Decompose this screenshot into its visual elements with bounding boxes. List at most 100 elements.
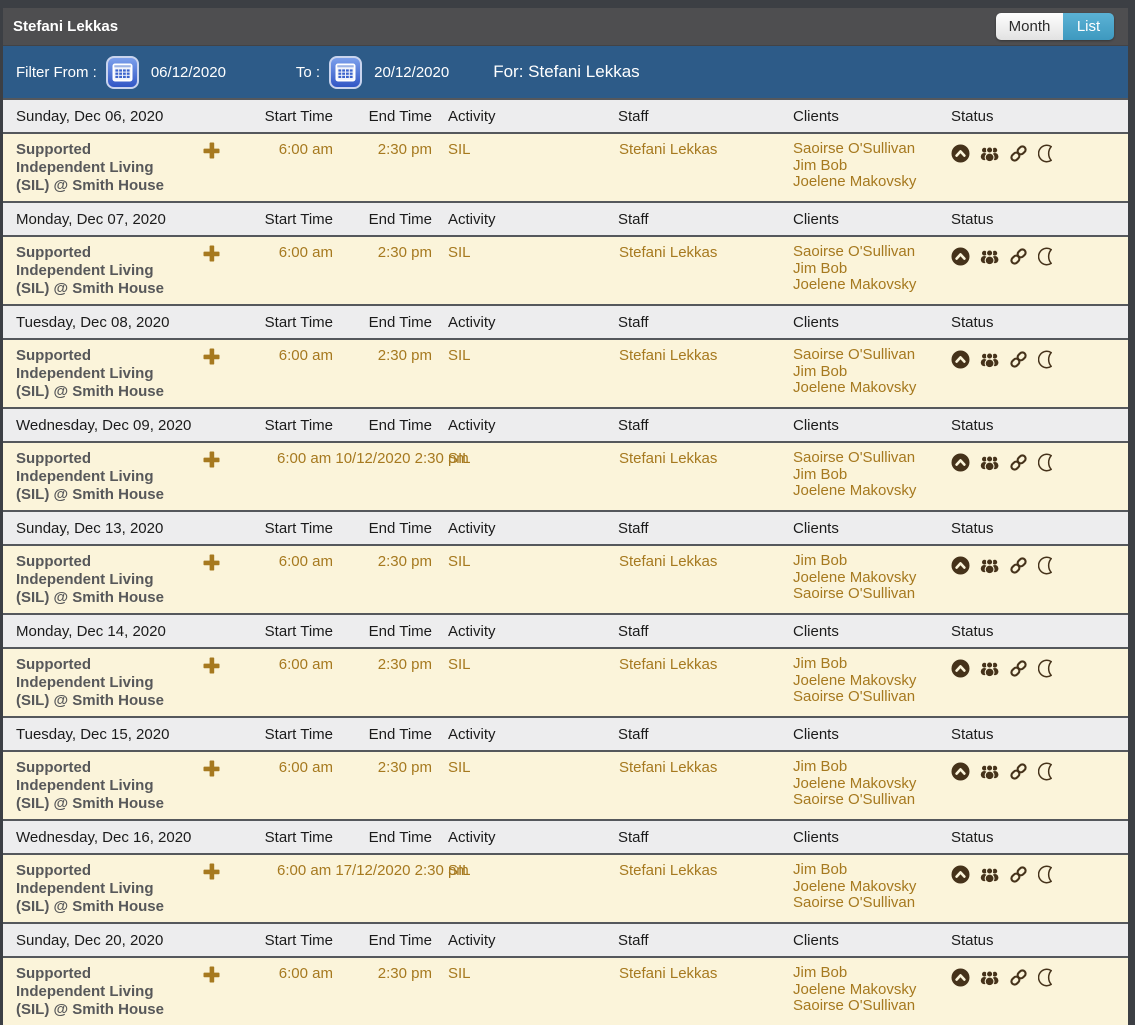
shift-staff[interactable]: Stefani Lekkas — [619, 141, 718, 158]
users-group-icon[interactable] — [980, 350, 999, 369]
client-name[interactable]: Jim Bob — [793, 156, 848, 174]
circle-chevron-up-icon[interactable] — [951, 453, 970, 472]
client-name[interactable]: Joelene Makovsky — [793, 774, 917, 792]
client-name[interactable]: Joelene Makovsky — [793, 379, 917, 396]
day-date-label: Sunday, Dec 20, 2020 — [16, 931, 164, 949]
shift-activity: SIL — [448, 965, 471, 982]
client-name[interactable]: Joelene Makovsky — [793, 671, 917, 689]
list-view-button[interactable]: List — [1063, 13, 1114, 40]
circle-chevron-up-icon[interactable] — [951, 762, 970, 781]
users-group-icon[interactable] — [980, 453, 999, 472]
client-name[interactable]: Saoirse O'Sullivan — [793, 346, 916, 363]
circle-chevron-up-icon[interactable] — [951, 350, 970, 369]
client-name[interactable]: Jim Bob — [793, 861, 848, 878]
client-name[interactable]: Saoirse O'Sullivan — [793, 585, 916, 602]
circle-chevron-up-icon[interactable] — [951, 968, 970, 987]
chain-link-icon[interactable] — [1009, 556, 1028, 575]
circle-chevron-up-icon[interactable] — [951, 144, 970, 163]
shift-title[interactable]: Supported Independent Living (SIL) @ Smi… — [16, 450, 164, 503]
client-name[interactable]: Jim Bob — [793, 552, 848, 569]
day-section: Wednesday, Dec 09, 2020 Start Time End T… — [3, 407, 1128, 510]
day-header-row: Tuesday, Dec 08, 2020 Start Time End Tim… — [3, 304, 1128, 338]
chain-link-icon[interactable] — [1009, 762, 1028, 781]
client-name[interactable]: Saoirse O'Sullivan — [793, 791, 916, 808]
shift-staff[interactable]: Stefani Lekkas — [619, 244, 718, 261]
filter-to-date[interactable]: 20/12/2020 — [374, 63, 450, 81]
client-name[interactable]: Saoirse O'Sullivan — [793, 243, 916, 260]
plus-icon[interactable] — [203, 554, 220, 571]
plus-icon[interactable] — [203, 863, 220, 880]
plus-icon[interactable] — [203, 348, 220, 365]
client-name[interactable]: Joelene Makovsky — [793, 173, 917, 190]
client-name[interactable]: Saoirse O'Sullivan — [793, 997, 916, 1014]
shift-staff[interactable]: Stefani Lekkas — [619, 965, 718, 982]
column-staff: Staff — [618, 725, 649, 743]
shift-row: Supported Independent Living (SIL) @ Smi… — [3, 647, 1128, 716]
users-group-icon[interactable] — [980, 144, 999, 163]
chain-link-icon[interactable] — [1009, 453, 1028, 472]
day-section: Sunday, Dec 20, 2020 Start Time End Time… — [3, 922, 1128, 1025]
client-name[interactable]: Saoirse O'Sullivan — [793, 140, 916, 157]
shift-title[interactable]: Supported Independent Living (SIL) @ Smi… — [16, 759, 164, 812]
users-group-icon[interactable] — [980, 659, 999, 678]
client-name[interactable]: Joelene Makovsky — [793, 482, 917, 499]
from-date-calendar-icon[interactable] — [105, 55, 139, 89]
filter-from-date[interactable]: 06/12/2020 — [150, 63, 226, 81]
client-name[interactable]: Jim Bob — [793, 655, 848, 672]
chain-link-icon[interactable] — [1009, 350, 1028, 369]
shift-staff[interactable]: Stefani Lekkas — [619, 862, 718, 879]
chain-link-icon[interactable] — [1009, 968, 1028, 987]
users-group-icon[interactable] — [980, 762, 999, 781]
shift-staff[interactable]: Stefani Lekkas — [619, 450, 718, 467]
plus-icon[interactable] — [203, 657, 220, 674]
client-name[interactable]: Jim Bob — [793, 465, 848, 483]
shift-title[interactable]: Supported Independent Living (SIL) @ Smi… — [16, 553, 164, 606]
client-name[interactable]: Jim Bob — [793, 964, 848, 981]
client-name[interactable]: Joelene Makovsky — [793, 568, 917, 586]
client-name[interactable]: Jim Bob — [793, 362, 848, 380]
shift-title[interactable]: Supported Independent Living (SIL) @ Smi… — [16, 965, 164, 1018]
client-name[interactable]: Joelene Makovsky — [793, 980, 917, 998]
plus-icon[interactable] — [203, 760, 220, 777]
column-activity: Activity — [448, 313, 496, 331]
client-name[interactable]: Jim Bob — [793, 259, 848, 277]
client-name[interactable]: Joelene Makovsky — [793, 877, 917, 895]
client-name[interactable]: Saoirse O'Sullivan — [793, 449, 916, 466]
day-section: Tuesday, Dec 08, 2020 Start Time End Tim… — [3, 304, 1128, 407]
plus-icon[interactable] — [203, 245, 220, 262]
users-group-icon[interactable] — [980, 865, 999, 884]
plus-icon[interactable] — [203, 451, 220, 468]
users-group-icon[interactable] — [980, 247, 999, 266]
client-name[interactable]: Saoirse O'Sullivan — [793, 894, 916, 911]
shift-staff[interactable]: Stefani Lekkas — [619, 347, 718, 364]
client-name[interactable]: Saoirse O'Sullivan — [793, 688, 916, 705]
shift-staff[interactable]: Stefani Lekkas — [619, 759, 718, 776]
circle-chevron-up-icon[interactable] — [951, 556, 970, 575]
day-date-label: Wednesday, Dec 16, 2020 — [16, 828, 192, 846]
day-date-label: Monday, Dec 07, 2020 — [16, 210, 166, 228]
to-date-calendar-icon[interactable] — [329, 55, 363, 89]
shift-title[interactable]: Supported Independent Living (SIL) @ Smi… — [16, 141, 164, 194]
users-group-icon[interactable] — [980, 556, 999, 575]
circle-chevron-up-icon[interactable] — [951, 659, 970, 678]
client-name[interactable]: Joelene Makovsky — [793, 276, 917, 293]
shift-title[interactable]: Supported Independent Living (SIL) @ Smi… — [16, 347, 164, 400]
chain-link-icon[interactable] — [1009, 865, 1028, 884]
shift-title[interactable]: Supported Independent Living (SIL) @ Smi… — [16, 244, 164, 297]
shift-title[interactable]: Supported Independent Living (SIL) @ Smi… — [16, 656, 164, 709]
chain-link-icon[interactable] — [1009, 247, 1028, 266]
plus-icon[interactable] — [203, 966, 220, 983]
shift-staff[interactable]: Stefani Lekkas — [619, 553, 718, 570]
circle-chevron-up-icon[interactable] — [951, 247, 970, 266]
month-view-button[interactable]: Month — [996, 13, 1063, 40]
column-status: Status — [951, 313, 994, 331]
shift-clients: Saoirse O'Sullivan Jim Bob Joelene Makov… — [793, 140, 951, 195]
plus-icon[interactable] — [203, 142, 220, 159]
circle-chevron-up-icon[interactable] — [951, 865, 970, 884]
users-group-icon[interactable] — [980, 968, 999, 987]
chain-link-icon[interactable] — [1009, 659, 1028, 678]
shift-title[interactable]: Supported Independent Living (SIL) @ Smi… — [16, 862, 164, 915]
client-name[interactable]: Jim Bob — [793, 758, 848, 775]
shift-staff[interactable]: Stefani Lekkas — [619, 656, 718, 673]
chain-link-icon[interactable] — [1009, 144, 1028, 163]
